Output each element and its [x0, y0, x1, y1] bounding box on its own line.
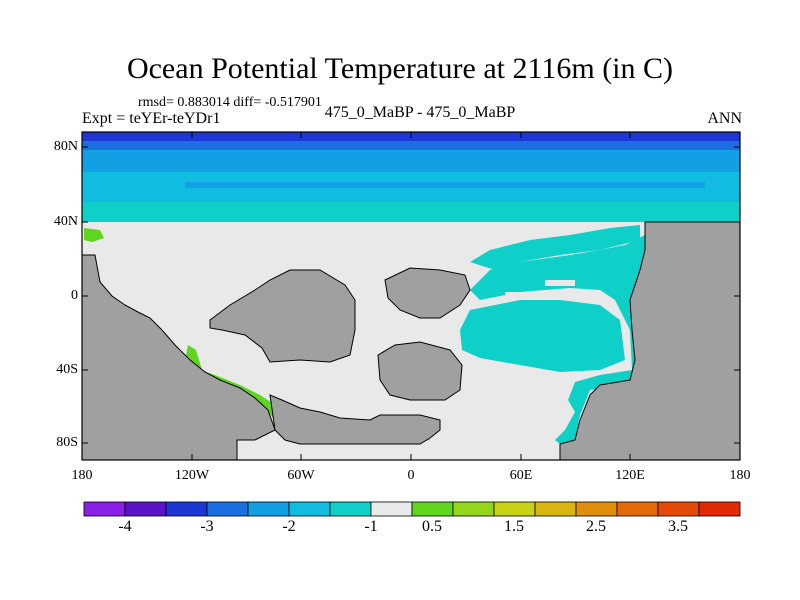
white-patch-1: [378, 240, 390, 246]
colorbar-label: 3.5: [668, 518, 688, 535]
lon-label-180w: 180: [71, 468, 93, 483]
colorbar-swatch: [124, 501, 167, 517]
colorbar-label: 2.5: [586, 518, 606, 535]
colorbar-swatch: [329, 501, 372, 517]
colorbar-swatch: [247, 501, 290, 517]
map-plot: [81, 131, 741, 461]
axis-ticks: [81, 132, 741, 460]
colorbar-label: 1.5: [504, 518, 524, 535]
colorbar-swatch: [83, 501, 126, 517]
stats-label: rmsd= 0.883014 diff= -0.517901: [138, 95, 322, 110]
lat-label-80n: 80N: [53, 139, 78, 154]
colorbar-swatch: [575, 501, 618, 517]
turquoise-region-2: [470, 225, 640, 270]
colorbar-swatch: [493, 501, 536, 517]
colorbar-swatch: [698, 501, 741, 517]
band-aqua: [82, 202, 740, 222]
green-patch-sw: [186, 345, 202, 372]
experiment-label: Expt = teYEr-teYDr1: [82, 110, 221, 127]
band-light-blue: [82, 150, 740, 172]
lat-label-0: 0: [71, 288, 78, 303]
lat-label-80s: 80S: [56, 435, 78, 450]
lon-label-120e: 120E: [615, 468, 645, 483]
lon-label-180e: 180: [729, 468, 751, 483]
lon-label-60w: 60W: [287, 468, 315, 483]
lon-label-60e: 60E: [509, 468, 533, 483]
colorbar-swatch: [452, 501, 495, 517]
colorbar-swatch: [370, 501, 413, 517]
map-title: Ocean Potential Temperature at 2116m (in…: [126, 52, 674, 85]
colorbar-swatch: [616, 501, 659, 517]
colorbar-label: -4: [118, 518, 132, 535]
period-label: 475_0_MaBP - 475_0_MaBP: [324, 104, 516, 121]
white-patch-2: [505, 292, 525, 298]
colorbar-label: -1: [364, 518, 378, 535]
colorbar-label: -2: [282, 518, 296, 535]
green-coast-west: [84, 228, 104, 242]
colorbar-swatch: [206, 501, 249, 517]
land: [81, 221, 741, 461]
lat-label-40s: 40S: [56, 362, 78, 377]
white-patch-3: [545, 280, 575, 286]
turquoise-region-3: [460, 300, 625, 372]
colorbar-label: -3: [200, 518, 214, 535]
colorbar-swatch: [411, 501, 454, 517]
colorbar-swatch: [657, 501, 700, 517]
colorbar-swatch: [288, 501, 331, 517]
season-label: ANN: [707, 110, 742, 127]
turquoise-region: [470, 222, 660, 444]
colorbar: [83, 501, 741, 517]
lat-label-40n: 40N: [53, 214, 78, 229]
band-cyan-strip: [185, 182, 705, 188]
colorbar-swatch: [165, 501, 208, 517]
colorbar-label: 0.5: [422, 518, 442, 535]
lon-label-120w: 120W: [174, 468, 210, 483]
colorbar-swatch: [534, 501, 577, 517]
band-blue: [82, 141, 740, 150]
lon-label-0: 0: [407, 468, 415, 483]
